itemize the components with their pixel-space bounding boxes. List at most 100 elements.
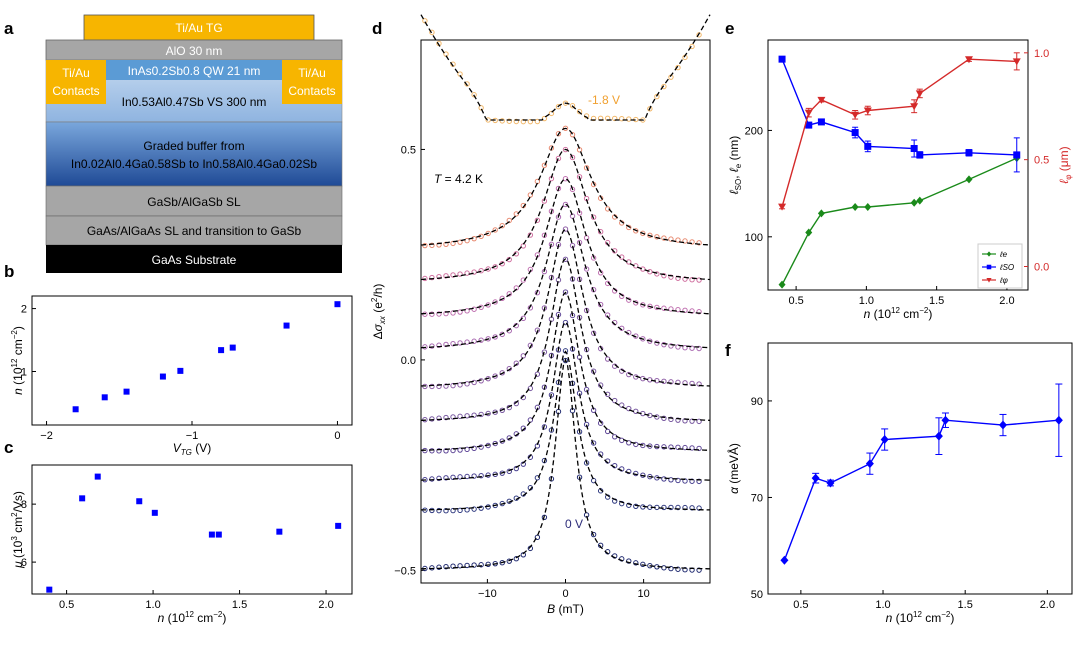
panel-b-ytick-label: 2 [21,304,27,316]
panel-d-point [696,445,702,452]
panel-c-xlabel: n (1012 cm−2) [158,610,227,625]
panel-d-point [457,474,463,480]
panel-d-point [457,563,463,569]
panel-d-point [527,118,534,125]
panel-d-point [626,468,632,475]
panel-d-point [527,192,534,198]
panel-d-point [499,295,505,302]
panel-e-marker [916,151,924,159]
panel-d-point [464,507,470,513]
panel-d-point [520,277,527,283]
panel-d-point [675,477,681,484]
panel-f-xlabel: n (1012 cm−2) [886,610,955,625]
panel-d-point [675,344,681,350]
panel-d-point [682,444,688,451]
panel-f-point [941,415,950,425]
panel-e-marker [965,149,973,157]
panel-letter-c: c [4,438,13,457]
layer-substrate-label: GaAs Substrate [152,253,237,267]
panel-d-point [485,410,491,417]
panel-d-point [633,228,639,234]
panel-d-point [604,428,611,435]
panel-e-legend-label: ℓSO [999,263,1014,272]
panel-letter-b: b [4,262,14,281]
panel-d-fit-line [421,358,710,570]
panel-f-frame [767,342,1073,595]
panel-d-point [471,338,477,344]
panel-d-point [485,117,491,123]
panel-d-point [661,305,667,311]
panel-d-point [457,239,463,245]
panel-d-point [689,418,695,424]
panel-d-fit-line [420,203,711,349]
panel-c-xtick-label: 0.5 [59,599,74,611]
panel-d-point [689,445,695,451]
panel-d-point [541,514,548,520]
panel-d-point [562,201,569,208]
panel-d-xlabel: B (mT) [547,602,584,616]
panel-d-point [506,365,512,372]
panel-e-marker [986,251,992,257]
panel-d-point [661,444,667,450]
panel-d-point [436,415,442,421]
panel-d-point [429,476,435,482]
panel-d-point [675,566,681,572]
panel-f-xtick-label: 1.5 [958,599,973,611]
panel-d-point [478,505,484,511]
panel-d-point [576,108,583,115]
panel-f-xtick-label: 2.0 [1040,599,1055,611]
panel-e-marker [964,56,973,64]
panel-d-point [668,504,674,511]
panel-d-point [654,234,660,240]
panel-d-point [590,330,597,336]
panel-e-marker [1013,151,1021,159]
panel-d-point [626,405,632,412]
layer-buffer-line2: In0.02Al0.4Ga0.58Sb to In0.58Al0.4Ga0.02… [71,157,318,171]
panel-e-right-ytick-label: 0.5 [1034,155,1049,167]
panel-d-point [541,232,548,238]
panel-d-point [640,561,646,568]
panel-d-point [436,311,442,317]
panel-b-point [123,388,130,395]
panel-d-point [457,507,463,514]
panel-f-point [811,473,820,483]
panel-c-ytick-label: 6 [21,557,27,569]
panel-d-point [661,476,667,482]
contacts-right [282,60,342,104]
panel-d-point [534,475,541,481]
panel-f-ytick-label: 50 [751,589,763,601]
panel-d-fit-line [421,320,710,481]
panel-e-legend-box [977,243,1023,289]
panel-c-chart: 0.5 1.0 1.5 2.0 6 8 n (1012 cm−2) μ (103 cm2/Vs… [10,464,353,625]
panel-d-point [513,556,519,562]
panel-d-xtick-label: 0 [562,588,568,600]
panel-d-point [689,43,695,50]
panel-d-point [541,162,548,168]
panel-d-point [506,558,512,564]
panel-e-marker [778,203,787,211]
panel-e-marker [915,90,924,98]
panel-b-xtick-label: −1 [186,430,199,442]
panel-d-point [696,478,702,485]
panel-d-point [534,118,541,125]
panel-e-xtick-label: 1.5 [929,295,944,307]
panel-e-marker [916,196,924,205]
panel-d-point [506,118,512,124]
panel-b-point [334,301,341,308]
panel-d-point [675,306,681,313]
panel-letter-f: f [725,341,731,360]
panel-d-point [436,242,442,248]
panel-d-point [429,242,435,249]
panel-d-point [457,340,463,346]
panel-d-point [422,242,428,249]
panel-d-point [478,562,484,568]
panel-d-point [506,217,512,224]
panel-e-marker [910,103,919,111]
panel-d-point [506,404,512,411]
panel-e-xtick-label: 1.0 [859,295,874,307]
panel-d-fit-line [420,148,711,281]
panel-d-point [513,118,519,125]
panel-c-frame [31,464,353,595]
panel-d-point [548,110,555,117]
panel-e-marker [851,111,860,119]
